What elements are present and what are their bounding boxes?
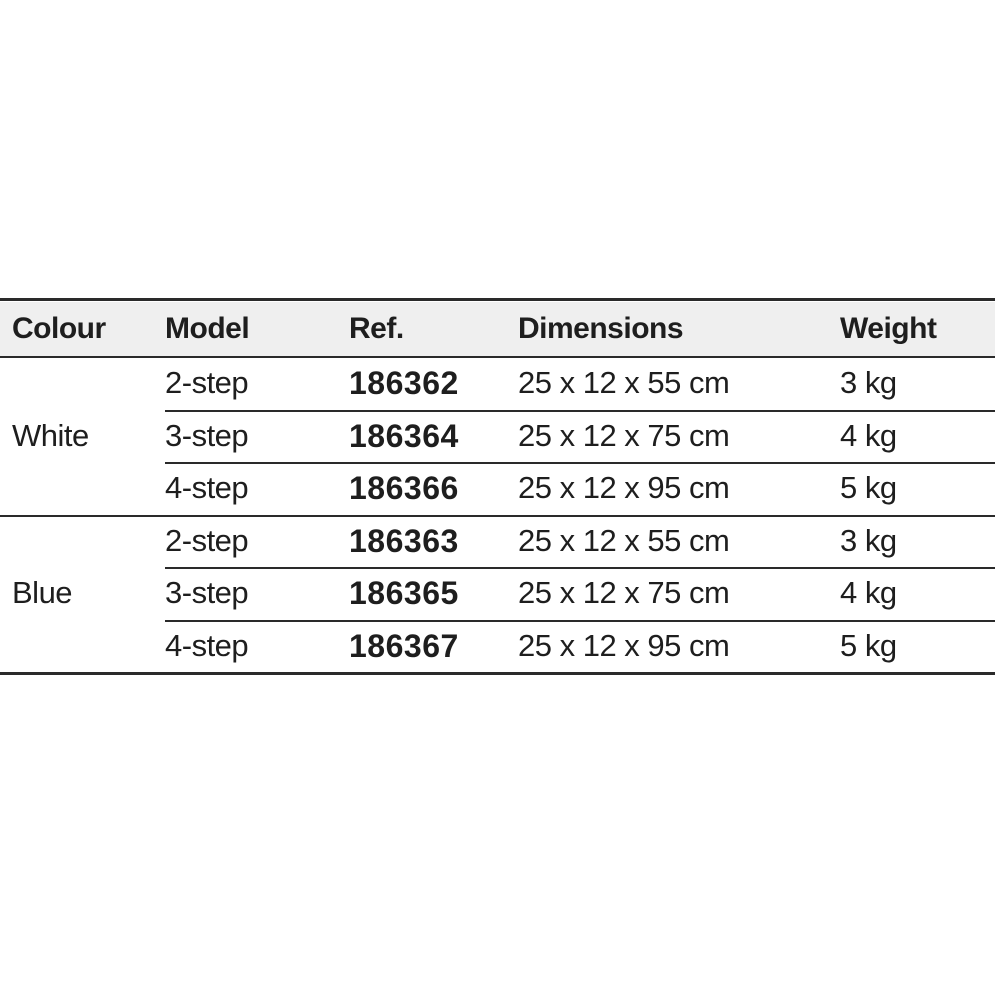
ref-cell: 186366 (349, 470, 459, 506)
model-cell: 4-step (165, 627, 249, 663)
ref-cell: 186367 (349, 627, 459, 664)
ref-cell: 186364 (349, 417, 459, 454)
dimensions-cell: 25 x 12 x 75 cm (518, 417, 730, 453)
dimensions-cell: 25 x 12 x 55 cm (518, 522, 730, 558)
weight-cell: 4 kg (840, 417, 897, 453)
weight-cell: 4 kg (840, 575, 897, 610)
model-cell: 2-step (165, 365, 249, 400)
weight-cell: 3 kg (840, 522, 897, 558)
table-top-border (0, 298, 995, 301)
header-ref: Ref. (349, 312, 404, 345)
dimensions-cell: 25 x 12 x 75 cm (518, 575, 730, 610)
dimensions-cell: 25 x 12 x 95 cm (518, 627, 730, 663)
header-background (0, 302, 995, 356)
group-divider (0, 514, 995, 517)
header-model: Model (165, 312, 250, 345)
model-cell: 3-step (165, 575, 249, 610)
ref-cell: 186365 (349, 575, 459, 611)
dimensions-cell: 25 x 12 x 95 cm (518, 470, 730, 505)
model-cell: 4-step (165, 470, 249, 505)
header-colour: Colour (12, 312, 106, 345)
dimensions-cell: 25 x 12 x 55 cm (518, 365, 730, 400)
header-weight: Weight (840, 312, 937, 345)
row-divider (165, 462, 995, 464)
header-dimensions: Dimensions (518, 312, 684, 345)
row-divider (165, 409, 995, 412)
header-divider (0, 356, 995, 358)
ref-cell: 186362 (349, 365, 459, 401)
model-cell: 2-step (165, 522, 249, 558)
row-divider (165, 619, 995, 622)
colour-cell: White (12, 417, 89, 453)
colour-cell: Blue (12, 575, 73, 610)
ref-cell: 186363 (349, 522, 459, 559)
weight-cell: 5 kg (840, 470, 897, 505)
weight-cell: 5 kg (840, 627, 897, 663)
row-divider (165, 567, 995, 569)
model-cell: 3-step (165, 417, 249, 453)
group-divider (0, 672, 995, 675)
weight-cell: 3 kg (840, 365, 897, 400)
